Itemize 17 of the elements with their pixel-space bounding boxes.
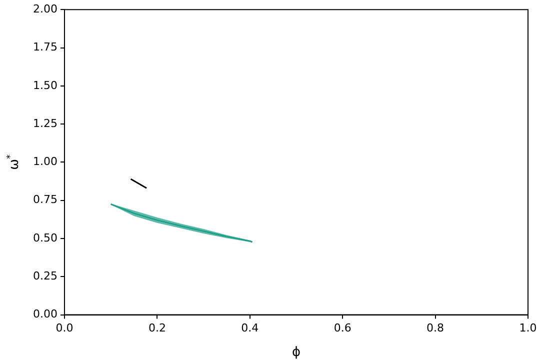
x-tick-label: 0.8 (426, 321, 444, 334)
y-tick-label: 1.75 (32, 40, 58, 54)
y-tick-label: 1.50 (32, 78, 58, 92)
x-tick-label: 0.0 (56, 321, 74, 334)
y-tick-label: 1.00 (32, 155, 58, 168)
x-tick-label: 0.6 (334, 321, 352, 334)
y-tick-label: 0.75 (32, 193, 58, 206)
y-tick-label: 0.50 (32, 231, 58, 244)
x-tick-label: 0.4 (241, 321, 259, 334)
x-tick-label: 1.0 (519, 321, 537, 334)
y-tick-label: 0.00 (32, 308, 58, 321)
y-axis-title: ω* (6, 154, 22, 170)
y-tick-label: 2.00 (32, 2, 58, 16)
y-tick-label: 1.25 (32, 116, 58, 130)
x-tick-label: 0.2 (148, 321, 166, 334)
y-tick-label: 0.25 (32, 270, 58, 283)
x-axis-title: ϕ (292, 345, 301, 360)
